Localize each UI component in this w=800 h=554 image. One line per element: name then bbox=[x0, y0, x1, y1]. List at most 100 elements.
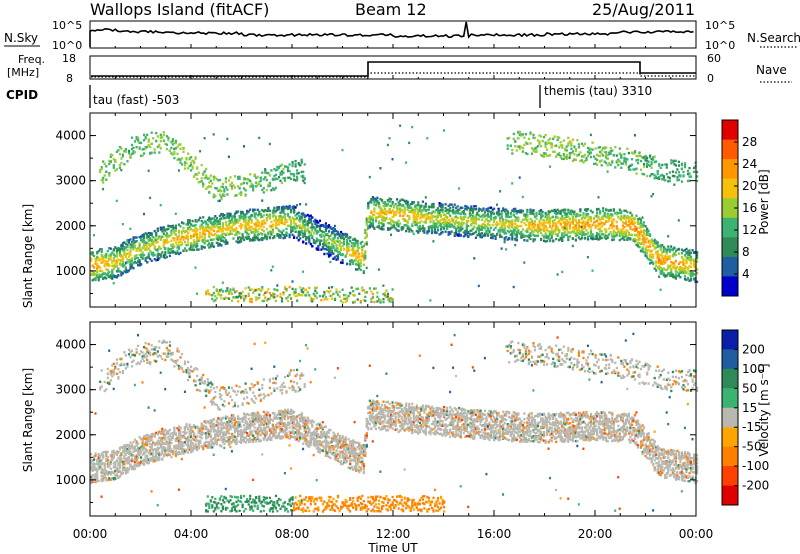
power-cell bbox=[464, 213, 467, 216]
power-cell bbox=[473, 216, 476, 219]
power-cell bbox=[212, 291, 215, 295]
power-cell bbox=[673, 254, 676, 257]
power-cell bbox=[464, 229, 467, 233]
power-cell bbox=[603, 235, 606, 239]
power-cell bbox=[661, 271, 664, 274]
power-cell bbox=[336, 250, 340, 253]
power-cell bbox=[346, 252, 349, 255]
power-cell bbox=[470, 229, 473, 232]
power-cell bbox=[352, 290, 355, 293]
power-cell bbox=[573, 153, 576, 156]
power-cell bbox=[288, 170, 291, 173]
power-cell bbox=[468, 207, 471, 211]
power-cell bbox=[305, 294, 308, 297]
power-cell bbox=[509, 212, 512, 215]
power-cell bbox=[436, 229, 440, 232]
power-cell bbox=[667, 180, 670, 183]
power-cell bbox=[559, 144, 562, 147]
power-cell bbox=[576, 154, 579, 158]
power-cell bbox=[382, 228, 385, 231]
power-cell bbox=[314, 289, 317, 292]
power-cell bbox=[271, 296, 274, 299]
power-cell bbox=[496, 232, 499, 236]
power-cell bbox=[264, 176, 267, 179]
power-cell bbox=[373, 300, 376, 304]
power-cell bbox=[429, 217, 432, 220]
power-cell bbox=[238, 187, 241, 190]
power-cell bbox=[629, 168, 632, 171]
power-cell bbox=[221, 232, 224, 235]
power-cell bbox=[364, 257, 367, 260]
power-cell bbox=[558, 153, 561, 156]
power-cell bbox=[553, 209, 556, 212]
power-cell bbox=[286, 176, 290, 179]
power-cell bbox=[279, 216, 282, 219]
power-cell bbox=[621, 221, 624, 224]
power-cell bbox=[473, 221, 476, 225]
power-cell bbox=[644, 246, 647, 249]
power-cell bbox=[338, 243, 341, 246]
power-cell bbox=[277, 207, 281, 211]
power-cell bbox=[421, 226, 424, 230]
power-cell bbox=[240, 292, 243, 295]
power-cell bbox=[185, 230, 188, 233]
power-cell bbox=[615, 227, 618, 230]
power-cell bbox=[623, 230, 626, 234]
power-cell bbox=[409, 206, 412, 209]
power-cell bbox=[202, 183, 205, 186]
power-cell bbox=[480, 218, 484, 222]
power-cell bbox=[355, 256, 358, 259]
power-cell bbox=[94, 260, 97, 263]
power-cell bbox=[208, 185, 211, 188]
power-cell bbox=[408, 210, 411, 213]
power-cell bbox=[606, 153, 609, 157]
power-cell bbox=[627, 168, 630, 171]
power-cell bbox=[440, 224, 443, 228]
power-cell bbox=[646, 165, 648, 168]
power-cell bbox=[656, 241, 659, 244]
power-cell bbox=[623, 225, 626, 229]
power-cell bbox=[215, 288, 218, 291]
power-cell bbox=[247, 179, 250, 182]
power-cell bbox=[105, 254, 108, 257]
power-cell bbox=[377, 220, 381, 223]
power-cell bbox=[203, 170, 206, 173]
power-cell bbox=[227, 179, 231, 182]
power-cell bbox=[433, 226, 437, 229]
power-cell bbox=[274, 221, 277, 224]
power-cell bbox=[624, 222, 627, 225]
power-cell bbox=[273, 168, 276, 171]
power-cell bbox=[358, 246, 361, 249]
power-cell bbox=[424, 220, 427, 223]
power-cell bbox=[449, 223, 452, 226]
power-cell bbox=[303, 224, 306, 227]
power-cell bbox=[406, 227, 409, 230]
power-cell bbox=[152, 137, 155, 140]
power-cell bbox=[636, 241, 640, 245]
power-cell bbox=[594, 237, 597, 240]
power-cell bbox=[665, 163, 668, 166]
power-cell bbox=[376, 300, 379, 303]
power-cell bbox=[170, 243, 173, 247]
power-cell bbox=[317, 239, 320, 242]
power-cell bbox=[253, 227, 256, 230]
power-cell bbox=[323, 225, 326, 228]
power-cell bbox=[159, 255, 162, 258]
power-cell bbox=[673, 175, 676, 178]
power-cell bbox=[593, 155, 596, 158]
power-cell bbox=[500, 225, 503, 228]
power-cell bbox=[540, 135, 543, 138]
power-cell bbox=[218, 199, 221, 202]
power-cell bbox=[562, 221, 565, 224]
power-cell bbox=[574, 225, 577, 228]
power-cell bbox=[302, 219, 305, 223]
power-cell bbox=[280, 163, 284, 166]
power-cell bbox=[205, 292, 208, 296]
power-cell bbox=[556, 273, 559, 276]
power-cell bbox=[235, 227, 238, 230]
power-cell bbox=[399, 124, 402, 127]
power-cell bbox=[538, 212, 541, 215]
power-cell bbox=[449, 221, 452, 224]
power-cell bbox=[346, 299, 349, 302]
power-cell bbox=[193, 242, 196, 245]
